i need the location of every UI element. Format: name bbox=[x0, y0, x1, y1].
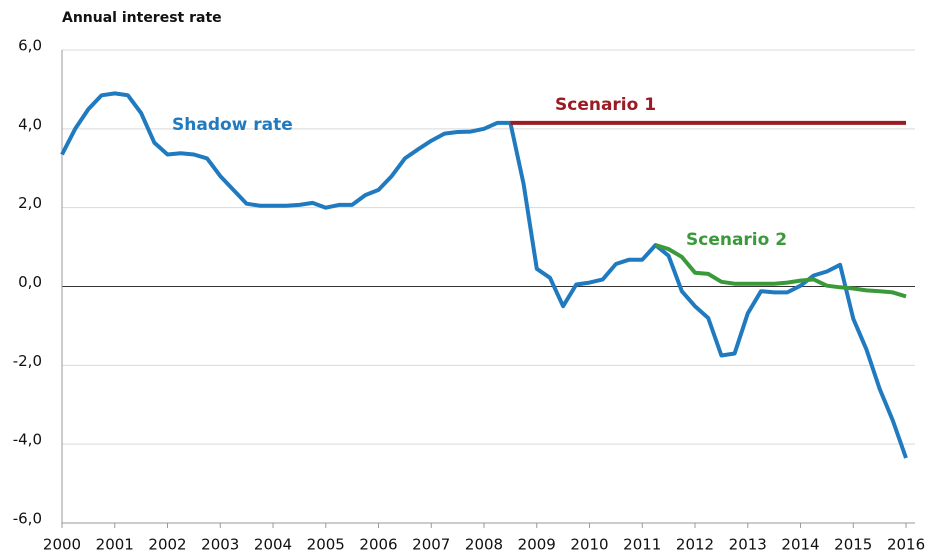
y-tick-label: -4,0 bbox=[13, 431, 42, 449]
x-tick-label: 2016 bbox=[887, 536, 925, 554]
x-tick-label: 2015 bbox=[834, 536, 872, 554]
y-tick-label: -6,0 bbox=[13, 510, 42, 528]
series-label: Scenario 2 bbox=[686, 230, 787, 250]
y-tick-label: 0,0 bbox=[18, 273, 42, 291]
series-label: Shadow rate bbox=[172, 115, 293, 135]
x-tick-label: 2002 bbox=[148, 536, 186, 554]
x-tick-label: 2013 bbox=[729, 536, 767, 554]
x-tick-label: 2010 bbox=[570, 536, 608, 554]
x-tick-label: 2012 bbox=[676, 536, 714, 554]
x-tick-label: 2004 bbox=[254, 536, 292, 554]
y-tick-label: 2,0 bbox=[18, 194, 42, 212]
x-tick-label: 2003 bbox=[201, 536, 239, 554]
x-tick-label: 2014 bbox=[781, 536, 819, 554]
x-tick-label: 2011 bbox=[623, 536, 661, 554]
y-tick-label: 6,0 bbox=[18, 37, 42, 55]
series-line bbox=[654, 243, 907, 299]
x-tick-label: 2008 bbox=[465, 536, 503, 554]
x-tick-label: 2007 bbox=[412, 536, 450, 554]
chart-title: Annual interest rate bbox=[62, 10, 222, 26]
x-tick-label: 2000 bbox=[43, 536, 81, 554]
y-tick-label: -2,0 bbox=[13, 352, 42, 370]
x-tick-label: 2001 bbox=[96, 536, 134, 554]
series-label: Scenario 1 bbox=[555, 95, 656, 115]
series-line bbox=[60, 91, 908, 459]
x-tick-label: 2009 bbox=[518, 536, 556, 554]
x-tick-label: 2005 bbox=[307, 536, 345, 554]
x-tick-label: 2006 bbox=[359, 536, 397, 554]
y-tick-label: 4,0 bbox=[18, 115, 42, 133]
